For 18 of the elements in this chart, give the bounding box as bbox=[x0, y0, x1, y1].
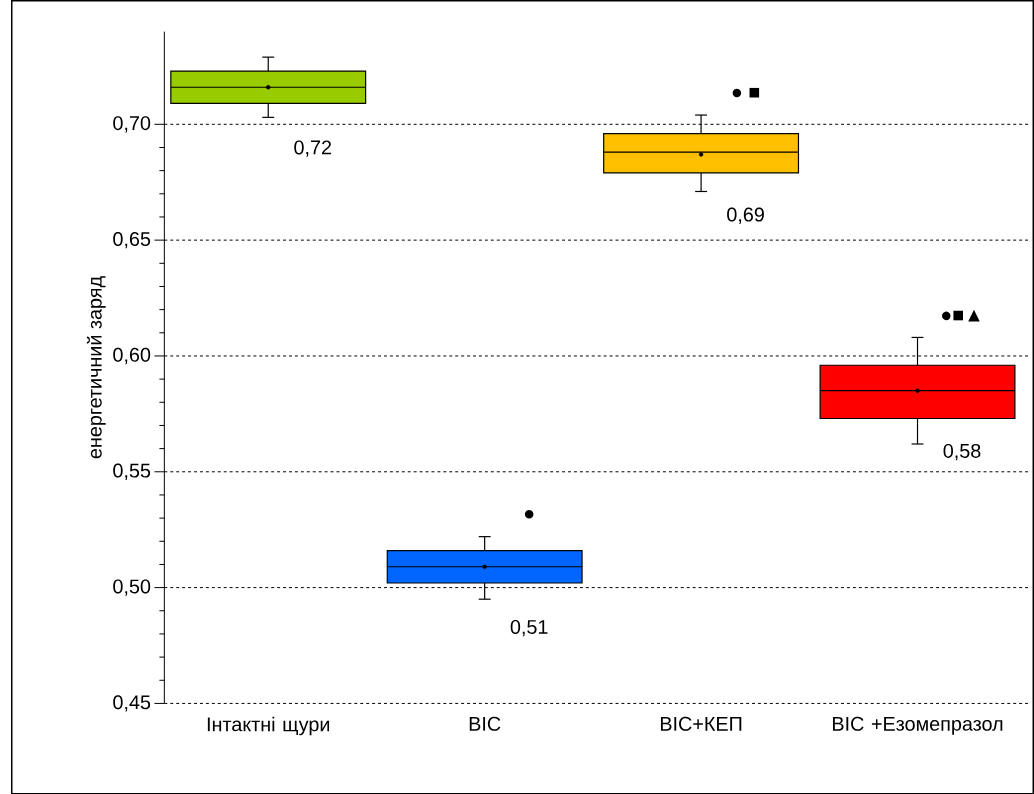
annotation: ● bbox=[524, 509, 534, 519]
x-tick-label: Інтактні щури bbox=[207, 716, 330, 736]
annotation: ● ■ bbox=[732, 87, 760, 98]
x-tick-label: ВІС+КЕП bbox=[660, 716, 742, 731]
y-tick-label: 0,65 bbox=[113, 231, 151, 249]
y-tick-label: 0,70 bbox=[113, 115, 151, 133]
annotation: 0,69 bbox=[727, 207, 764, 224]
y-tick-label: 0,60 bbox=[113, 347, 151, 364]
annotation: ●■▲ bbox=[942, 309, 980, 322]
x-tick-label: ВІС +Езомепразол bbox=[833, 716, 1003, 735]
x-tick-label: ВІС bbox=[469, 716, 501, 731]
y-tick-label: 0,55 bbox=[113, 463, 151, 480]
y-axis-title: енергетичний заряд bbox=[86, 276, 106, 459]
annotation: 0,72 bbox=[294, 140, 332, 157]
y-tick-label: 0,50 bbox=[113, 579, 151, 596]
y-tick-label: 0,45 bbox=[113, 695, 151, 712]
annotation: 0,51 bbox=[510, 619, 548, 637]
annotation: 0,58 bbox=[943, 443, 981, 460]
